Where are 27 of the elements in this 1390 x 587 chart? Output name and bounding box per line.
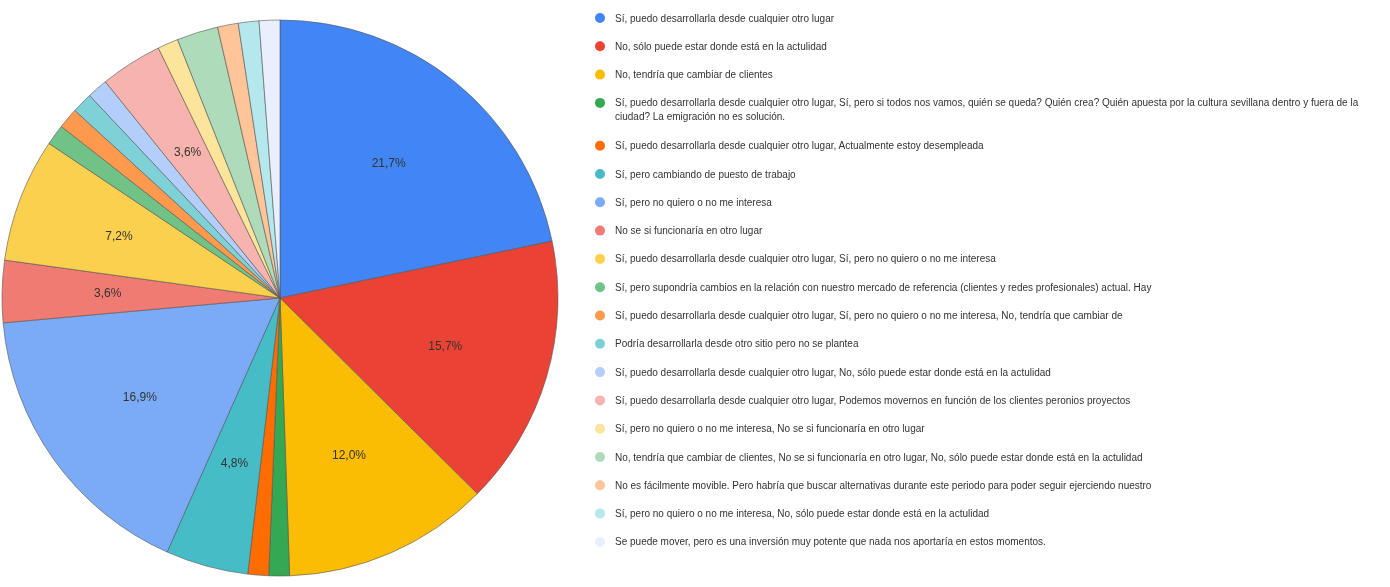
data-label: 3,6% — [173, 144, 202, 159]
legend-label: Sí, pero no quiero o no me interesa, No se si funcionaría en otro lugar — [615, 423, 926, 435]
data-label: 15,7% — [428, 339, 463, 354]
legend-label: Sí, puedo desarrollarla desde cualquier otro lugar — [615, 12, 835, 24]
data-label: 16,9% — [122, 390, 158, 405]
legend-label: Podría desarrollarla desde otro sitio pero no se plantea — [615, 338, 859, 350]
legend-label: Se puede mover, pero es una inversión muy potente que nada nos aportaría en estos momentos. — [615, 536, 1046, 548]
legend-label: Sí, puedo desarrollarla desde cualquier otro lugar, Actualmente estoy desempleada — [615, 140, 984, 152]
legend-label: No se si funcionaría en otro lugar — [615, 225, 763, 237]
legend-label: Sí, pero no quiero o no me interesa, No, sólo puede estar donde está en la actulidad — [615, 508, 990, 520]
legend-label: No, sólo puede estar donde está en la actulidad — [615, 40, 827, 52]
legend-label: Sí, puedo desarrollarla desde cualquier otro lugar, No, sólo puede estar donde está en la actulidad — [615, 366, 1051, 378]
data-label: 3,6% — [94, 286, 122, 301]
legend-label: Sí, pero no quiero o no me interesa — [615, 196, 773, 208]
legend-label: Sí, pero supondría cambios en la relación con nuestro mercado de referencia (clientes y redes profesionales) actual. Hay — [615, 281, 1152, 293]
legend-label: Sí, puedo desarrollarla desde cualquier otro lugar, Sí, pero no quiero o no me interesa — [615, 253, 997, 265]
legend-label: No, tendría que cambiar de clientes — [615, 69, 773, 81]
legend-label: Sí, puedo desarrollarla desde cualquier otro lugar, Sí, pero no quiero o no me interesa, No, tendría que cambiar de — [615, 310, 1123, 321]
data-label: 4,8% — [220, 456, 249, 471]
legend-label: No es fácilmente movible. Pero habría que buscar alternativas durante este periodo para poder seguir ejerciendo nuestro — [615, 479, 1152, 491]
data-label: 21,7% — [371, 156, 407, 171]
data-label: 7,2% — [105, 228, 133, 243]
legend-label: Sí, puedo desarrollarla desde cualquier otro lugar, Podemos movernos en función de los clientes peronios proyectos — [615, 394, 1131, 406]
data-label: 12,0% — [332, 448, 367, 463]
legend-label: Sí, pero cambiando de puesto de trabajo — [615, 168, 797, 180]
legend-label: Sí, puedo desarrollarla desde cualquier otro lugar, Sí, pero si todos nos vamos, quién se queda? Quién crea? Quién apuesta por la cultura sevillana dentro y fuera de la ciudad? La emigración no es solución. — [615, 97, 1359, 123]
legend-label: No, tendría que cambiar de clientes, No se si funcionaría en otro lugar, No, sólo puede estar donde está en la actulidad — [615, 451, 1143, 463]
